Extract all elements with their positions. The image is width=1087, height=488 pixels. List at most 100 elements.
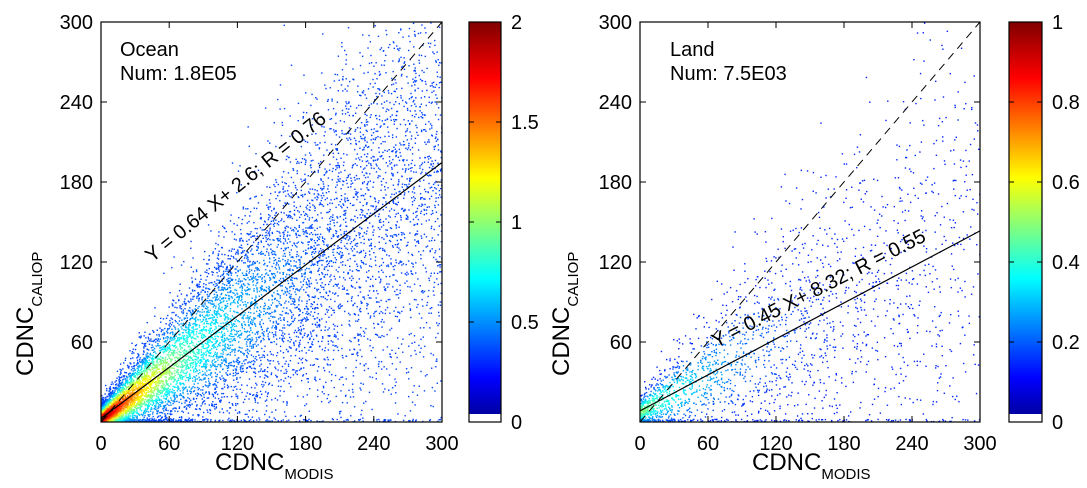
scatter-point (382, 178, 385, 180)
scatter-point (313, 248, 315, 251)
scatter-point (311, 223, 313, 226)
scatter-point (419, 180, 421, 182)
scatter-point (319, 247, 322, 250)
scatter-point (143, 335, 145, 337)
scatter-point (280, 420, 283, 422)
scatter-point (260, 288, 263, 290)
scatter-point (248, 365, 251, 368)
scatter-point (362, 383, 365, 385)
scatter-point (334, 345, 336, 347)
scatter-point (351, 182, 354, 184)
scatter-point (373, 229, 375, 231)
scatter-point (282, 249, 285, 252)
scatter-point (293, 209, 296, 212)
scatter-point (277, 369, 279, 371)
scatter-point (208, 339, 210, 342)
scatter-point (415, 171, 417, 173)
scatter-point (307, 243, 310, 246)
scatter-point (293, 201, 295, 203)
scatter-point (235, 253, 237, 255)
scatter-point (415, 113, 417, 116)
scatter-point (333, 349, 335, 352)
scatter-point (353, 176, 356, 179)
scatter-point (164, 401, 167, 403)
scatter-point (281, 176, 283, 178)
scatter-point (376, 165, 378, 167)
scatter-point (340, 410, 342, 413)
scatter-point (411, 201, 414, 203)
scatter-point (369, 254, 371, 256)
scatter-point (380, 278, 382, 281)
scatter-point (211, 376, 213, 378)
scatter-point (216, 355, 218, 358)
scatter-point (307, 175, 310, 177)
scatter-point (209, 364, 212, 366)
scatter-point (347, 312, 350, 315)
scatter-point (385, 54, 387, 57)
scatter-point (384, 171, 387, 174)
scatter-point (262, 237, 264, 240)
scatter-point (109, 386, 112, 388)
scatter-point (336, 74, 339, 76)
scatter-point (179, 342, 182, 344)
scatter-point (341, 288, 344, 290)
scatter-point (121, 379, 124, 381)
scatter-point (131, 372, 134, 375)
scatter-point (376, 209, 378, 212)
scatter-point (241, 308, 243, 310)
scatter-point (148, 402, 150, 404)
scatter-point (393, 146, 395, 148)
scatter-point (176, 395, 179, 397)
scatter-point (349, 396, 352, 398)
scatter-point (304, 163, 307, 165)
scatter-point (284, 227, 287, 230)
scatter-point (312, 199, 314, 202)
scatter-point (254, 304, 257, 306)
scatter-point (420, 257, 422, 260)
scatter-point (293, 331, 296, 334)
scatter-point (151, 366, 153, 369)
scatter-point (408, 183, 410, 185)
scatter-point (199, 358, 202, 361)
scatter-point (398, 60, 400, 62)
scatter-point (219, 419, 221, 421)
scatter-point (212, 283, 215, 286)
scatter-point (208, 380, 210, 382)
scatter-point (408, 98, 411, 100)
scatter-point (246, 366, 249, 369)
scatter-point (354, 179, 356, 181)
scatter-point (361, 261, 363, 264)
scatter-point (262, 307, 265, 310)
scatter-point (264, 312, 267, 314)
scatter-point (367, 189, 369, 191)
scatter-point (207, 306, 209, 309)
scatter-point (413, 341, 416, 343)
scatter-point (381, 368, 383, 370)
scatter-point (382, 247, 384, 250)
scatter-point (217, 282, 220, 284)
scatter-point (217, 363, 220, 366)
scatter-point (333, 235, 335, 237)
scatter-point (316, 199, 318, 201)
scatter-point (269, 202, 271, 204)
scatter-point (165, 317, 168, 319)
scatter-point (359, 226, 361, 229)
scatter-point (208, 267, 210, 270)
scatter-point (232, 278, 234, 281)
scatter-point (368, 265, 371, 267)
scatter-point (434, 390, 436, 392)
scatter-point (375, 92, 377, 95)
scatter-point (423, 198, 425, 200)
scatter-point (164, 418, 166, 421)
scatter-point (287, 259, 289, 261)
scatter-point (277, 318, 280, 320)
scatter-point (282, 242, 285, 244)
scatter-point (433, 148, 436, 150)
scatter-point (364, 94, 366, 96)
scatter-point (254, 333, 257, 335)
scatter-point (152, 367, 155, 370)
scatter-point (300, 145, 303, 148)
scatter-point (229, 354, 231, 356)
scatter-point (275, 179, 277, 181)
scatter-point (430, 195, 433, 198)
